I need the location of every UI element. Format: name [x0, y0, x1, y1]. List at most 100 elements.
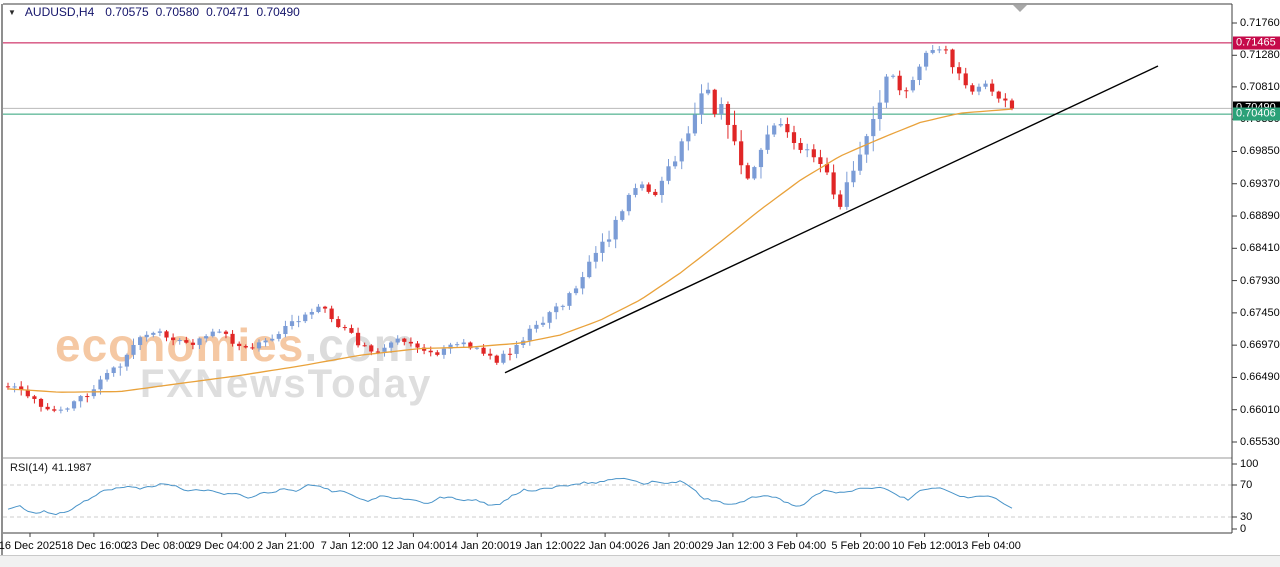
candle-body — [428, 350, 433, 353]
time-axis-tick-label: 10 Feb 12:00 — [892, 540, 958, 552]
rsi-indicator-value: 41.1987 — [51, 462, 92, 474]
candle-body — [104, 373, 110, 380]
candle-body — [164, 331, 169, 338]
candle-body — [831, 172, 836, 195]
candle-body — [990, 83, 995, 92]
candle-body — [38, 398, 44, 407]
rsi-scale-label: 100 — [1240, 458, 1259, 470]
candle-body — [739, 141, 744, 166]
candle-body — [395, 338, 400, 343]
candle-body — [791, 132, 797, 143]
candle-body — [355, 332, 361, 346]
time-axis-tick-label: 29 Dec 04:00 — [188, 540, 255, 552]
candle-body — [626, 194, 631, 212]
rsi-scale-label: 0 — [1240, 523, 1247, 535]
candle-body — [752, 167, 757, 179]
candle-body — [270, 338, 275, 341]
price-axis-tick-label: 0.66010 — [1240, 403, 1280, 416]
bottom-strip — [0, 556, 1280, 567]
rsi-scale-label: 30 — [1240, 511, 1253, 523]
candle-body — [12, 386, 17, 388]
candle-body — [19, 386, 24, 390]
candle-body — [679, 141, 684, 162]
ohlc-high-value: 0.70580 — [155, 5, 200, 19]
candle-body — [375, 351, 380, 353]
candle-body — [758, 149, 764, 168]
price-axis-tick-label: 0.71280 — [1240, 49, 1280, 62]
price-axis-tick-label: 0.67930 — [1240, 274, 1280, 287]
candle-body — [78, 396, 83, 402]
candle-body — [692, 114, 698, 134]
candle-body — [613, 219, 618, 240]
candle-body — [223, 331, 229, 334]
candle-body — [494, 355, 499, 363]
price-axis-tick-label: 0.65530 — [1240, 436, 1280, 448]
candle-body — [673, 161, 678, 167]
time-axis-tick-label: 23 Dec 08:00 — [125, 540, 191, 552]
candle-body — [210, 331, 215, 337]
candle-body — [157, 331, 163, 333]
time-axis-tick-label: 2 Jan 21:00 — [256, 540, 315, 552]
candle-body — [706, 89, 711, 94]
time-axis-tick-label: 5 Feb 20:00 — [831, 540, 891, 552]
candle-body — [725, 104, 731, 125]
candle-body — [950, 49, 955, 68]
candle-body — [963, 73, 968, 86]
trend-line — [504, 65, 1159, 374]
candle-body — [547, 312, 552, 323]
candle-body — [732, 124, 737, 142]
candle-body — [303, 314, 308, 322]
candle-body — [296, 321, 301, 323]
candle-body — [5, 386, 11, 388]
candle-body — [666, 166, 671, 181]
candle-body — [190, 342, 196, 345]
candle-body — [633, 188, 638, 195]
candle-body — [263, 340, 268, 343]
candle-body — [45, 406, 50, 410]
price-axis-tick-label: 0.69370 — [1240, 177, 1280, 190]
candle-body — [422, 347, 427, 351]
candle-body — [177, 340, 182, 342]
candle-body — [388, 342, 394, 348]
candle-body — [838, 194, 843, 207]
candle-body — [468, 342, 473, 349]
candle-body — [573, 288, 579, 294]
candle-body — [329, 308, 334, 320]
candle-body — [996, 91, 1001, 99]
candle-body — [204, 336, 209, 339]
candle-body — [336, 319, 341, 328]
symbol-dropdown-arrow-icon[interactable]: ▼ — [8, 7, 16, 17]
candle-body — [844, 182, 849, 207]
candle-body — [474, 347, 480, 349]
candle-body — [798, 142, 803, 150]
candle-body — [316, 306, 321, 313]
candle-body — [884, 76, 889, 103]
candle-body — [957, 67, 962, 74]
candle-body — [309, 312, 314, 315]
candle-body — [435, 352, 440, 355]
chart-ohlc-header: ▼ AUDUSD,H4 0.70575 0.70580 0.70471 0.70… — [8, 5, 300, 19]
candle-body — [580, 277, 585, 289]
candle-body — [923, 52, 929, 67]
candle-body — [461, 342, 466, 345]
candle-body — [488, 353, 493, 356]
candle-body — [230, 333, 235, 344]
candle-body — [256, 342, 262, 349]
candle-body — [382, 347, 387, 352]
candle-body — [514, 345, 519, 354]
candle-body — [481, 347, 486, 354]
candle-body — [65, 408, 70, 410]
candle-body — [52, 409, 57, 411]
candle-body — [560, 305, 565, 307]
resistance-price-label: 0.71465 — [1233, 36, 1280, 50]
candle-body — [85, 396, 90, 398]
candle-body — [32, 396, 37, 399]
candle-body — [824, 163, 830, 173]
candle-body — [276, 334, 281, 339]
chart-shift-marker-icon — [1013, 5, 1027, 12]
candles-group — [5, 45, 1015, 414]
candle-body — [448, 344, 453, 349]
candle-body — [349, 328, 354, 333]
